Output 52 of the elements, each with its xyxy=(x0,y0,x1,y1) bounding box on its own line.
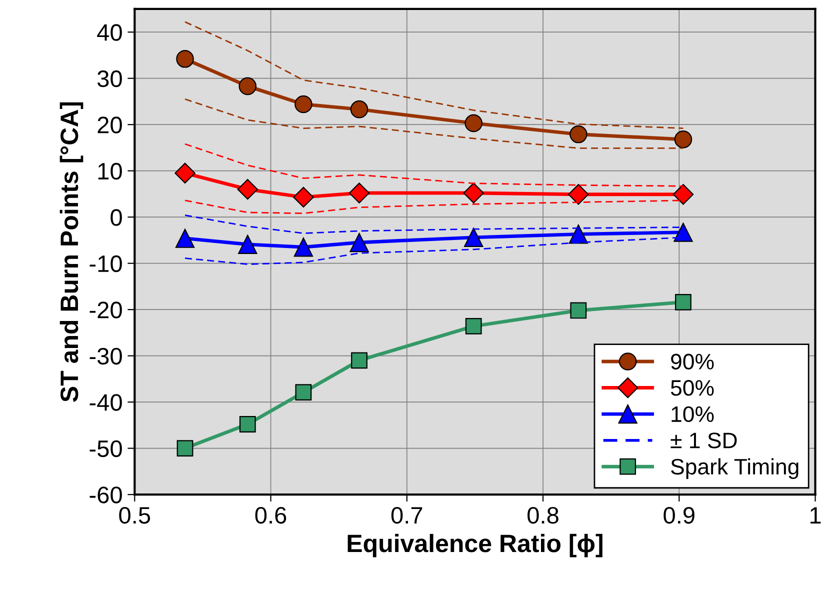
point xyxy=(464,114,482,132)
point xyxy=(672,184,694,205)
legend-label: Spark Timing xyxy=(671,458,798,479)
legend-label: 90% xyxy=(671,354,714,370)
point xyxy=(175,228,195,248)
x-tick-label: 0.8 xyxy=(528,506,558,524)
x-tick-label: 0.7 xyxy=(391,506,422,524)
point xyxy=(350,100,368,118)
y-tick-label: 0 xyxy=(110,209,122,226)
y-axis-title: ST and Burn Points [°CA] xyxy=(60,102,84,402)
x-axis-title: Equivalence Ratio [ϕ] xyxy=(348,534,602,558)
point xyxy=(238,77,257,96)
point xyxy=(293,186,314,208)
legend-label: ± 1 SD xyxy=(670,432,737,448)
legend-label: 10% xyxy=(672,406,714,422)
point xyxy=(239,416,256,432)
point xyxy=(294,238,314,257)
y-tick-label: 40 xyxy=(97,24,122,41)
point xyxy=(568,224,588,244)
y-tick-label: -60 xyxy=(90,486,122,504)
point xyxy=(465,318,482,334)
y-tick-label: -50 xyxy=(90,440,122,458)
point xyxy=(570,302,587,319)
point xyxy=(174,162,196,184)
legend-label: 50% xyxy=(670,380,714,396)
point xyxy=(237,178,258,200)
x-tick-label: 0.5 xyxy=(119,506,150,524)
point xyxy=(675,294,692,310)
y-tick-label: 20 xyxy=(98,116,122,134)
point xyxy=(674,222,693,242)
x-tick-label: 0.6 xyxy=(255,506,286,524)
point xyxy=(464,228,484,248)
point xyxy=(568,184,589,205)
point xyxy=(176,440,194,456)
point xyxy=(463,182,484,204)
point xyxy=(350,232,369,252)
x-tick-label: 0.9 xyxy=(664,506,694,524)
y-tick-label: -10 xyxy=(90,255,122,272)
x-tick-label: 1 xyxy=(810,507,821,524)
point xyxy=(238,234,258,254)
point xyxy=(570,125,588,144)
point xyxy=(295,384,312,401)
y-tick-label: -30 xyxy=(90,348,122,365)
point xyxy=(351,352,368,369)
point xyxy=(176,50,194,68)
point xyxy=(294,95,312,114)
y-tick-label: -20 xyxy=(90,302,122,318)
y-tick-label: 10 xyxy=(98,162,122,180)
point xyxy=(348,182,370,204)
point xyxy=(674,130,692,148)
y-tick-label: -40 xyxy=(90,394,122,411)
y-tick-label: 30 xyxy=(97,70,122,88)
